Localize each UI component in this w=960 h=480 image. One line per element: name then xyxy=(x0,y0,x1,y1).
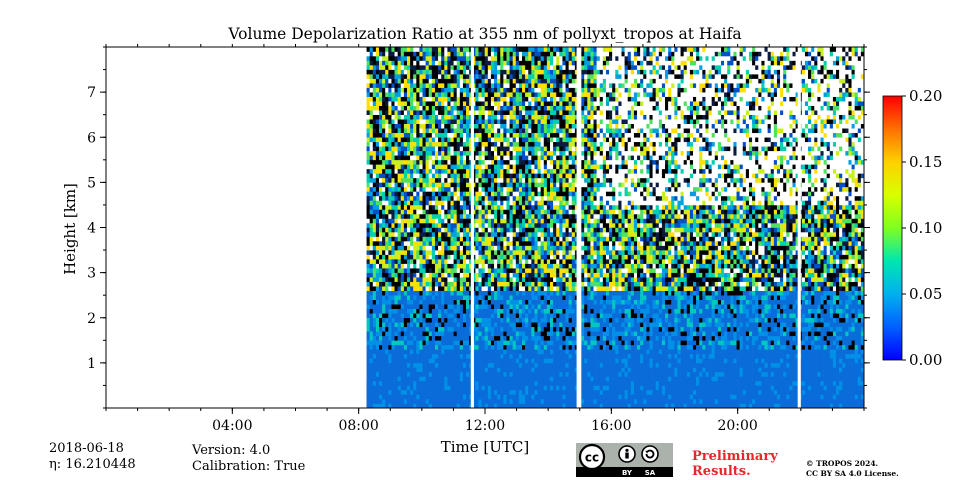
data-gap xyxy=(576,47,582,408)
eta-prefix: η: xyxy=(49,457,65,472)
copyright-notice: © TROPOS 2024. CC BY SA 4.0 License. xyxy=(806,459,899,479)
preliminary-line-1: Preliminary xyxy=(692,449,778,464)
colorbar xyxy=(882,95,903,361)
y-tick-label: 5 xyxy=(87,175,96,191)
x-tick-label: 12:00 xyxy=(465,418,505,434)
colorbar-tick-label: 0.00 xyxy=(909,351,942,369)
x-axis-label: Time [UTC] xyxy=(441,438,530,456)
version-text: Version: 4.0 xyxy=(192,443,305,459)
preliminary-line-2: Results. xyxy=(692,464,778,479)
preliminary-results-note: Preliminary Results. xyxy=(692,449,778,479)
y-tick-label: 6 xyxy=(87,130,96,146)
y-axis: 1 2 3 4 5 6 7 xyxy=(87,46,870,409)
y-tick-label: 2 xyxy=(87,311,96,327)
data-gap xyxy=(797,47,801,408)
measurement-info: 2018-06-18 η: 16.210448 xyxy=(49,441,136,473)
y-tick-label: 7 xyxy=(87,85,96,101)
copyright-line-2: CC BY SA 4.0 License. xyxy=(806,469,899,479)
x-tick-label: 20:00 xyxy=(717,418,757,434)
colorbar-tick-label: 0.10 xyxy=(909,219,942,237)
colorbar-tick-label: 0.15 xyxy=(909,153,942,171)
colorbar-tick-label: 0.20 xyxy=(909,87,942,105)
by-label: BY xyxy=(622,469,633,477)
sa-icon xyxy=(641,445,659,463)
cc-icon-text: cc xyxy=(585,451,599,465)
x-tick-label: 08:00 xyxy=(338,418,378,434)
depolarization-heatmap xyxy=(366,47,865,409)
y-tick-label: 1 xyxy=(87,356,96,372)
eta-value: 16.210448 xyxy=(65,457,135,472)
y-tick-label: 3 xyxy=(87,266,96,282)
y-axis-label: Height [km] xyxy=(61,183,79,275)
x-tick-label: 04:00 xyxy=(212,418,252,434)
colorbar-ticks: 0.00 0.05 0.10 0.15 0.20 xyxy=(902,87,942,369)
colorbar-tick-label: 0.05 xyxy=(909,285,942,303)
copyright-line-1: © TROPOS 2024. xyxy=(806,459,899,469)
data-gaps xyxy=(470,47,801,408)
processing-info: Version: 4.0 Calibration: True xyxy=(192,443,305,475)
sa-label: SA xyxy=(645,469,656,477)
calibration-text: Calibration: True xyxy=(192,459,305,475)
data-gap xyxy=(470,47,474,408)
y-tick-label: 4 xyxy=(87,221,96,237)
cc-by-sa-badge: cc BY SA xyxy=(576,443,673,477)
chart-title: Volume Depolarization Ratio at 355 nm of… xyxy=(0,25,960,43)
eta-text: η: 16.210448 xyxy=(49,457,136,473)
x-axis: 04:00 08:00 12:00 16:00 20:00 xyxy=(105,44,865,434)
date-text: 2018-06-18 xyxy=(49,441,136,457)
x-tick-label: 16:00 xyxy=(591,418,631,434)
cc-icon xyxy=(578,443,606,471)
